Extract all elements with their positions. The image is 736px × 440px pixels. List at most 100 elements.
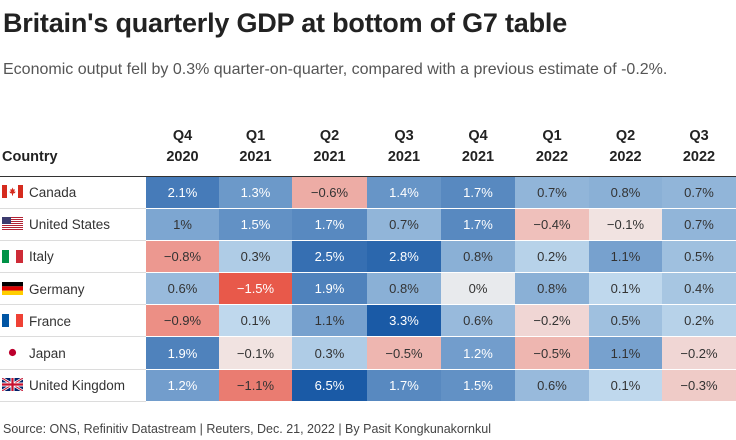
year-label: 2022 — [535, 148, 569, 165]
heatmap-cell: 0.7% — [662, 176, 736, 209]
heatmap-cell: −1.5% — [219, 272, 292, 306]
heatmap-cell: 0.7% — [367, 208, 441, 241]
heatmap-cell: 1.9% — [292, 272, 367, 306]
table-row: France −0.9% 0.1% 1.1% 3.3% 0.6% −0.2% 0.5% 0.2% — [0, 304, 736, 338]
japan-flag-icon — [2, 346, 23, 360]
heatmap-cell: −0.5% — [515, 336, 589, 370]
heatmap-cell: −0.9% — [146, 304, 219, 338]
year-label: 2021 — [239, 148, 272, 165]
heatmap-cell: 0.4% — [662, 272, 736, 306]
heatmap-cell: 1.7% — [441, 208, 515, 241]
quarter-label: Q2 — [319, 127, 340, 144]
heatmap-cell: 3.3% — [367, 304, 441, 338]
heatmap-cell: 2.8% — [367, 240, 441, 274]
country-name: Japan — [29, 346, 66, 362]
year-label: 2022 — [609, 148, 642, 165]
heatmap-cell: 0% — [441, 272, 515, 306]
heatmap-cell: 0.6% — [515, 369, 589, 402]
country-cell: Japan — [0, 336, 146, 370]
heatmap-cell: 0.8% — [515, 272, 589, 306]
heatmap-cell: −0.1% — [219, 336, 292, 370]
chart-subtitle: Economic output fell by 0.3% quarter-on-… — [3, 61, 668, 78]
country-column-header: Country — [0, 120, 146, 177]
heatmap-cell: 0.1% — [589, 272, 662, 306]
country-cell: France — [0, 304, 146, 338]
country-cell: Canada — [0, 176, 146, 209]
country-cell: Germany — [0, 272, 146, 306]
heatmap-cell: 1.2% — [441, 336, 515, 370]
quarter-header: Q2 2022 — [589, 120, 662, 177]
year-label: 2021 — [387, 148, 421, 165]
heatmap-cell: 0.7% — [515, 176, 589, 209]
country-name: Italy — [29, 249, 54, 265]
italy-flag-icon — [2, 249, 23, 263]
heatmap-cell: 0.5% — [662, 240, 736, 274]
country-name: Germany — [29, 281, 85, 297]
heatmap-cell: −0.2% — [662, 336, 736, 370]
heatmap-cell: −0.6% — [292, 176, 367, 209]
quarter-header: Q4 2020 — [146, 120, 219, 177]
uk-flag-icon — [1, 377, 24, 393]
heatmap-cell: 0.7% — [662, 208, 736, 241]
quarter-label: Q1 — [245, 127, 266, 144]
heatmap-cell: 0.2% — [662, 304, 736, 338]
table-row: Italy −0.8% 0.3% 2.5% 2.8% 0.8% 0.2% 1.1% 0.5% — [0, 240, 736, 274]
heatmap-cell: 0.6% — [146, 272, 219, 306]
heatmap-cell: 2.5% — [292, 240, 367, 274]
quarter-label: Q3 — [689, 127, 709, 144]
heatmap-cell: 0.3% — [219, 240, 292, 274]
quarter-label: Q2 — [615, 127, 636, 144]
chart-title: Britain's quarterly GDP at bottom of G7 … — [3, 8, 568, 38]
heatmap-cell: −0.5% — [367, 336, 441, 370]
year-label: 2022 — [682, 148, 716, 165]
heatmap-cell: 1% — [146, 208, 219, 241]
germany-flag-icon — [2, 281, 23, 295]
heatmap-cell: 0.8% — [441, 240, 515, 274]
quarter-header: Q3 2021 — [367, 120, 441, 177]
heatmap-cell: 6.5% — [292, 369, 367, 402]
quarter-label: Q1 — [542, 127, 562, 144]
heatmap-cell: 0.1% — [589, 369, 662, 402]
table-row: Germany 0.6% −1.5% 1.9% 0.8% 0% 0.8% 0.1% 0.4% — [0, 272, 736, 306]
country-name: Canada — [29, 185, 77, 201]
country-cell: Italy — [0, 240, 146, 274]
country-name: United States — [29, 217, 111, 233]
heatmap-cell: −0.2% — [515, 304, 589, 338]
year-label: 2020 — [166, 148, 199, 165]
heatmap-cell: −1.1% — [219, 369, 292, 402]
heatmap-cell: −0.3% — [662, 369, 736, 402]
table-row: United States 1% 1.5% 1.7% 0.7% 1.7% −0.4% −0.1… — [0, 208, 736, 241]
table-row: Canada 2.1% 1.3% −0.6% 1.4% 1.7% 0.7% 0.8% 0.7% — [0, 176, 736, 209]
heatmap-cell: 1.5% — [441, 369, 515, 402]
france-flag-icon — [2, 313, 23, 327]
heatmap-body: Canada 2.1% 1.3% −0.6% 1.4% 1.7% 0.7% 0.8% 0.7% U… — [0, 176, 736, 402]
heatmap-cell: −0.4% — [515, 208, 589, 241]
heatmap-cell: 0.8% — [367, 272, 441, 306]
quarter-header: Q4 2021 — [441, 120, 515, 177]
header-row: Country Q4 2020 Q1 2021 Q2 2021 Q3 2021 Q4 2021 Q1… — [0, 120, 736, 177]
country-name: United Kingdom — [29, 378, 126, 394]
heatmap-cell: 0.1% — [219, 304, 292, 338]
heatmap-cell: 0.2% — [515, 240, 589, 274]
gdp-heatmap-table: Country Q4 2020 Q1 2021 Q2 2021 Q3 2021 Q4 2021 Q1… — [0, 120, 736, 402]
heatmap-cell: 0.3% — [292, 336, 367, 370]
quarter-label: Q4 — [468, 127, 488, 144]
heatmap-cell: −0.1% — [589, 208, 662, 241]
heatmap-cell: 1.5% — [219, 208, 292, 241]
country-cell: United Kingdom — [0, 369, 146, 402]
quarter-label: Q4 — [172, 127, 193, 144]
quarter-header: Q2 2021 — [292, 120, 367, 177]
quarter-header: Q3 2022 — [662, 120, 736, 177]
year-label: 2021 — [313, 148, 346, 165]
table-row: Japan 1.9% −0.1% 0.3% −0.5% 1.2% −0.5% 1.1% −0.2… — [0, 336, 736, 370]
heatmap-cell: 1.3% — [219, 176, 292, 209]
quarter-header: Q1 2021 — [219, 120, 292, 177]
heatmap-cell: 1.4% — [367, 176, 441, 209]
quarter-header: Q1 2022 — [515, 120, 589, 177]
heatmap-cell: 1.2% — [146, 369, 219, 402]
heatmap-cell: 1.7% — [292, 208, 367, 241]
heatmap-cell: 0.6% — [441, 304, 515, 338]
country-cell: United States — [0, 208, 146, 241]
heatmap-cell: 1.9% — [146, 336, 219, 370]
heatmap-cell: 2.1% — [146, 176, 219, 209]
